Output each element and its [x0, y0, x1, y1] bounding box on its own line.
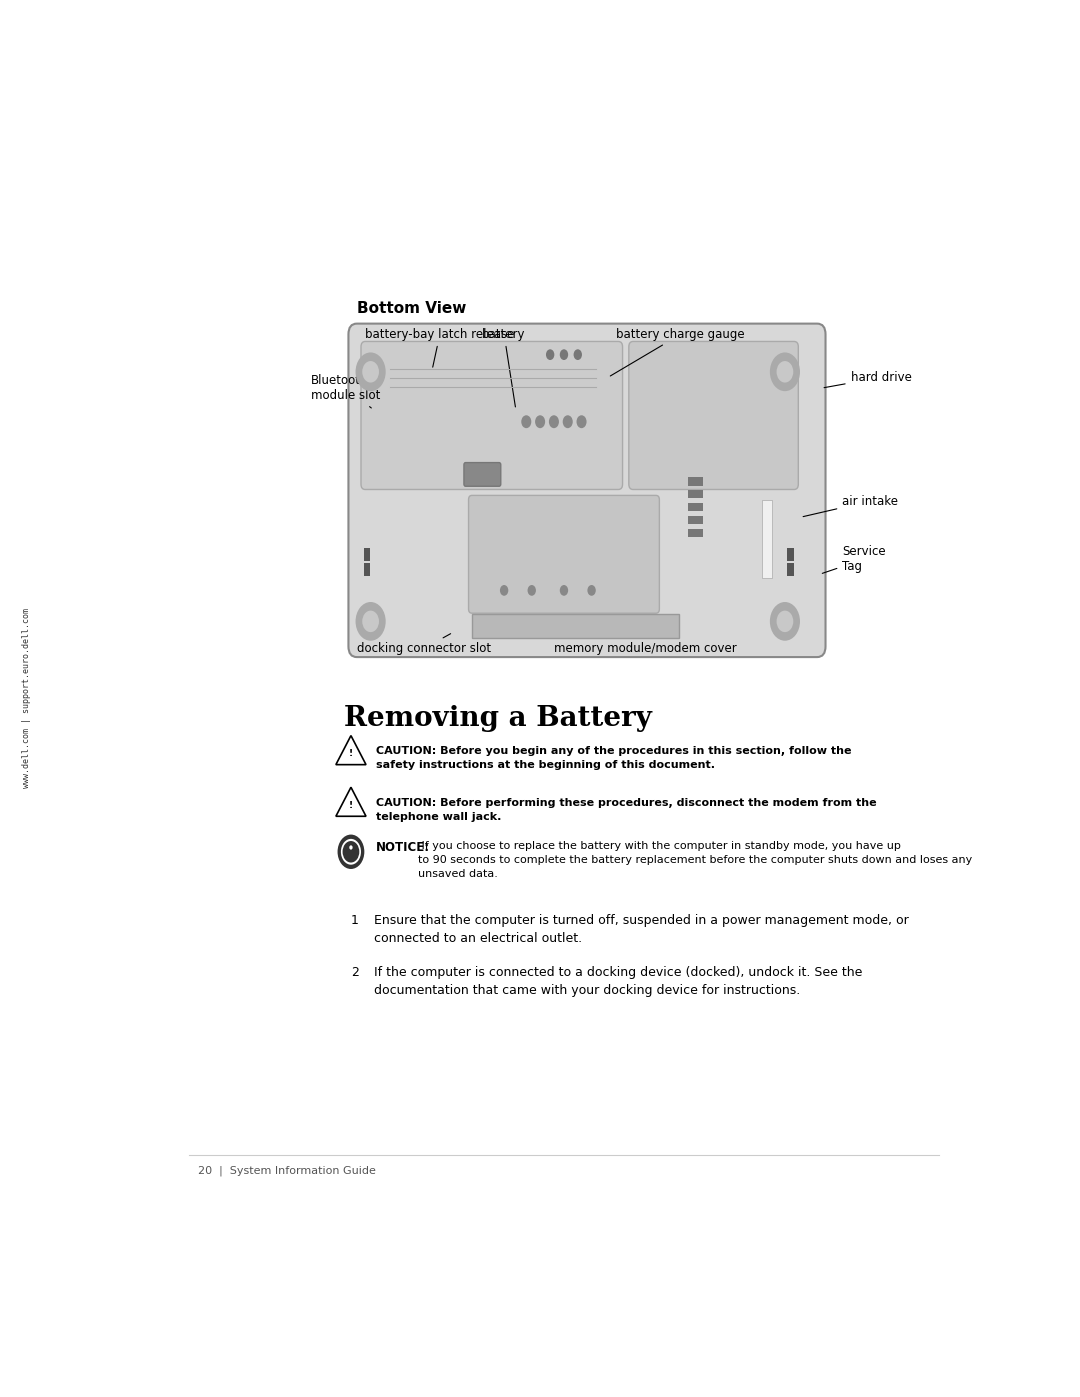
Circle shape [559, 585, 568, 595]
Text: 1: 1 [351, 914, 359, 928]
Bar [688, 503, 703, 511]
Text: Bluetooth™
module slot: Bluetooth™ module slot [311, 374, 380, 408]
Text: !: ! [349, 800, 353, 810]
Circle shape [535, 415, 545, 427]
Text: docking connector slot: docking connector slot [356, 634, 491, 655]
Text: battery: battery [483, 328, 526, 407]
Circle shape [341, 838, 361, 865]
Text: battery-bay latch release: battery-bay latch release [365, 328, 514, 367]
Bar [688, 515, 703, 524]
Bar [364, 563, 370, 576]
Text: !: ! [349, 750, 353, 759]
Circle shape [577, 415, 586, 427]
Circle shape [338, 834, 364, 869]
Text: NOTICE:: NOTICE: [376, 841, 430, 854]
FancyBboxPatch shape [349, 324, 825, 657]
Bar [472, 615, 679, 637]
Text: www.dell.com | support.euro.dell.com: www.dell.com | support.euro.dell.com [23, 609, 31, 788]
Circle shape [527, 585, 536, 595]
Circle shape [559, 349, 568, 360]
Circle shape [355, 602, 386, 641]
FancyBboxPatch shape [469, 496, 660, 613]
Text: memory module/modem cover: memory module/modem cover [554, 633, 737, 655]
Bar [688, 528, 703, 536]
Circle shape [500, 585, 509, 595]
Circle shape [549, 415, 559, 427]
Circle shape [563, 415, 572, 427]
Circle shape [362, 610, 379, 631]
Text: air intake: air intake [804, 495, 899, 517]
Circle shape [355, 352, 386, 391]
Circle shape [573, 349, 582, 360]
FancyBboxPatch shape [361, 341, 622, 489]
Text: CAUTION: Before you begin any of the procedures in this section, follow the
safe: CAUTION: Before you begin any of the pro… [376, 746, 851, 770]
Text: If you choose to replace the battery with the computer in standby mode, you have: If you choose to replace the battery wit… [418, 841, 972, 879]
Text: Ensure that the computer is turned off, suspended in a power management mode, or: Ensure that the computer is turned off, … [374, 914, 908, 946]
Bar [688, 476, 703, 486]
Circle shape [349, 845, 352, 849]
Circle shape [546, 349, 554, 360]
FancyBboxPatch shape [629, 341, 798, 489]
Text: Bottom View: Bottom View [356, 302, 467, 316]
Text: hard drive: hard drive [824, 370, 912, 387]
Circle shape [770, 352, 800, 391]
Text: battery charge gauge: battery charge gauge [610, 328, 745, 376]
Circle shape [362, 360, 379, 383]
Circle shape [588, 585, 596, 595]
Circle shape [770, 602, 800, 641]
Text: CAUTION: Before performing these procedures, disconnect the modem from the
telep: CAUTION: Before performing these procedu… [376, 798, 877, 821]
Circle shape [777, 360, 794, 383]
Bar [761, 500, 772, 578]
Bar [787, 563, 794, 576]
Bar [787, 548, 794, 560]
Bar [688, 490, 703, 499]
Text: 2: 2 [351, 965, 359, 979]
Circle shape [777, 610, 794, 631]
Text: Removing a Battery: Removing a Battery [345, 705, 652, 732]
Bar [364, 548, 370, 560]
FancyBboxPatch shape [464, 462, 501, 486]
Text: Service
Tag: Service Tag [822, 545, 886, 573]
Circle shape [342, 841, 360, 862]
Text: If the computer is connected to a docking device (docked), undock it. See the
do: If the computer is connected to a dockin… [374, 965, 862, 997]
Circle shape [522, 415, 531, 427]
Text: 20  |  System Information Guide: 20 | System Information Guide [198, 1166, 376, 1176]
